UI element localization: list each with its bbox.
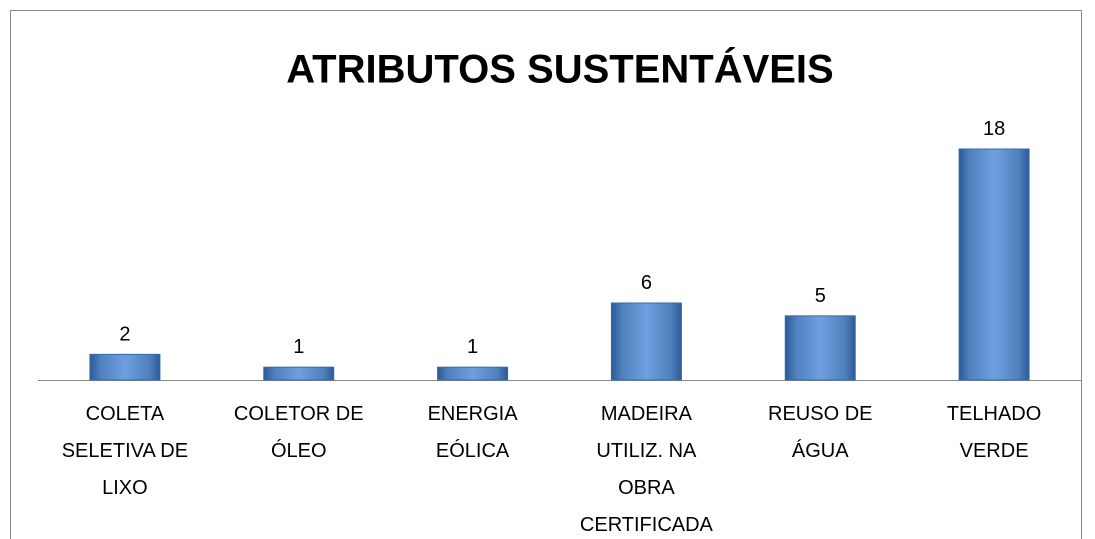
value-label: 1 [293, 336, 304, 358]
bar [610, 302, 682, 381]
x-tick-label: TELHADO VERDE [946, 403, 1042, 462]
chart-border [10, 10, 1082, 539]
bar [89, 353, 161, 381]
value-label: 2 [119, 323, 130, 345]
bar [958, 148, 1030, 381]
value-label: 1 [467, 336, 478, 358]
bar [263, 366, 335, 381]
bar [437, 366, 509, 381]
x-tick-label: ENERGIA EÓLICA [427, 403, 518, 462]
chart-title: ATRIBUTOS SUSTENTÁVEIS [286, 47, 833, 92]
x-tick-label: MADEIRA UTILIZ. NA OBRA CERTIFICADA [579, 403, 713, 536]
x-tick-label: COLETOR DE ÓLEO [233, 403, 364, 462]
x-tick-label: REUSO DE ÁGUA [768, 403, 873, 462]
value-label: 5 [815, 285, 826, 307]
value-label: 6 [641, 272, 652, 294]
x-tick-label: COLETA SELETIVA DE LIXO [61, 403, 189, 499]
bar [784, 315, 856, 381]
value-label: 18 [983, 118, 1005, 140]
